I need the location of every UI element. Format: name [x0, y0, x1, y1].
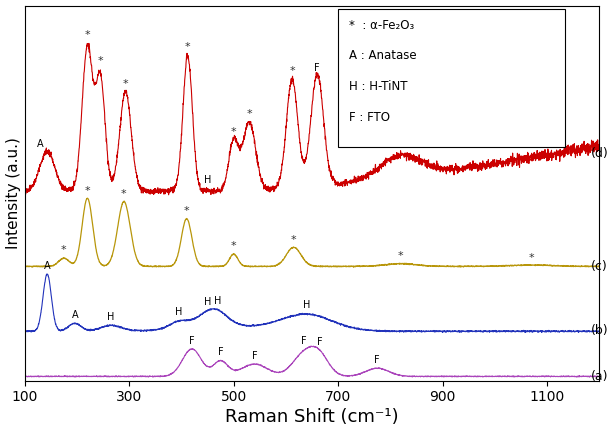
Text: *: *: [98, 57, 103, 67]
Text: (d): (d): [591, 147, 609, 160]
Text: F: F: [189, 336, 195, 346]
Text: H: H: [175, 307, 182, 317]
Text: F: F: [217, 347, 224, 357]
Text: F: F: [301, 337, 307, 346]
Text: H: H: [204, 297, 211, 307]
Text: F: F: [375, 355, 380, 365]
Text: H: H: [204, 175, 211, 185]
Text: F: F: [314, 63, 320, 73]
Text: *: *: [184, 206, 190, 216]
Text: H: H: [303, 300, 310, 310]
Text: *: *: [398, 251, 403, 260]
Text: *: *: [123, 79, 128, 89]
Text: A: A: [71, 311, 78, 321]
Text: (b): (b): [591, 324, 609, 337]
Text: F: F: [317, 337, 323, 346]
Text: *: *: [185, 42, 190, 53]
Text: A: A: [37, 139, 44, 149]
Text: *: *: [290, 66, 295, 76]
Text: *: *: [231, 127, 237, 137]
Text: *  : α-Fe₂O₃: * : α-Fe₂O₃: [349, 19, 415, 32]
Text: *: *: [246, 109, 252, 119]
Text: H: H: [107, 312, 115, 322]
Text: A: A: [44, 260, 51, 270]
Text: *: *: [121, 189, 127, 199]
Text: *: *: [529, 253, 534, 263]
Text: H : H-TiNT: H : H-TiNT: [349, 80, 408, 93]
Text: *: *: [291, 235, 296, 245]
X-axis label: Raman Shift (cm⁻¹): Raman Shift (cm⁻¹): [225, 408, 399, 426]
Y-axis label: Intensity (a.u.): Intensity (a.u.): [6, 137, 20, 249]
Text: (c): (c): [591, 260, 608, 273]
FancyBboxPatch shape: [338, 10, 565, 147]
Text: (a): (a): [591, 370, 609, 383]
Text: F: F: [252, 351, 257, 361]
Text: *: *: [231, 241, 237, 251]
Text: H: H: [214, 296, 222, 306]
Text: A : Anatase: A : Anatase: [349, 49, 417, 63]
Text: *: *: [398, 141, 403, 151]
Text: *: *: [84, 31, 90, 41]
Text: F : FTO: F : FTO: [349, 111, 391, 124]
Text: *: *: [398, 141, 403, 151]
Text: *: *: [61, 245, 67, 255]
Text: *: *: [84, 186, 90, 196]
